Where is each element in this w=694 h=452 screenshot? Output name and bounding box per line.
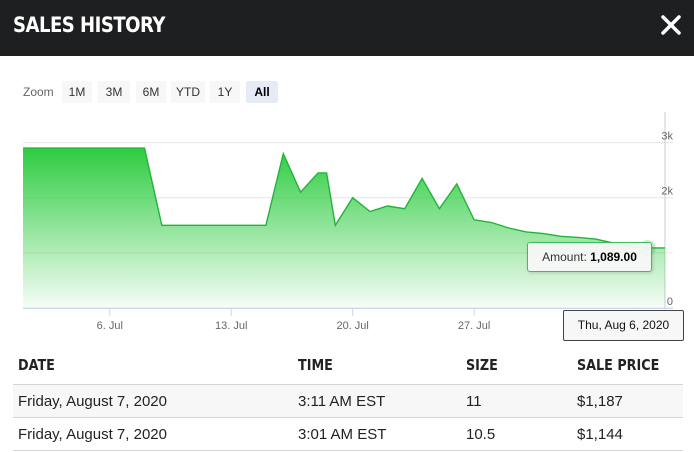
zoom-1m-button[interactable]: 1M	[62, 81, 92, 103]
column-header-size: SIZE	[466, 346, 577, 385]
table-row: Friday, August 7, 2020 3:11 AM EST 11 $1…	[13, 384, 683, 418]
zoom-6m-button[interactable]: 6M	[136, 81, 166, 103]
zoom-label: Zoom	[23, 85, 54, 99]
x-tick-label: 20. Jul	[336, 320, 368, 332]
cell-size: 10.5	[466, 417, 577, 451]
zoom-3m-button[interactable]: 3M	[98, 81, 130, 103]
cell-sale-price: $1,187	[577, 384, 683, 418]
amount-tooltip: Amount: 1,089.00	[527, 242, 652, 272]
cell-date: Friday, August 7, 2020	[13, 384, 298, 418]
page-title: SALES HISTORY	[13, 13, 165, 37]
column-header-sale-price: SALE PRICE	[577, 346, 683, 385]
chart-series-line	[23, 147, 665, 249]
date-tooltip: Thu, Aug 6, 2020	[563, 310, 684, 341]
column-header-time: TIME	[298, 346, 466, 385]
chart-area-fill	[23, 148, 665, 308]
x-tick-label: 27. Jul	[458, 320, 490, 332]
x-tick-label: 6. Jul	[97, 320, 123, 332]
y-tick-label: 3k	[661, 131, 673, 143]
amount-label: Amount:	[542, 250, 587, 264]
sales-history-chart[interactable]: 0 2k 3k 6. Jul 13. Jul 20. Jul 27. Jul	[0, 110, 694, 340]
close-icon[interactable]	[658, 12, 684, 38]
app-header: SALES HISTORY	[0, 0, 694, 56]
x-tick-label: 13. Jul	[215, 320, 247, 332]
zoom-all-button[interactable]: All	[246, 81, 278, 103]
cell-date: Friday, August 7, 2020	[13, 417, 298, 451]
cell-sale-price: $1,144	[577, 417, 683, 451]
amount-value: 1,089.00	[590, 250, 637, 264]
zoom-1y-button[interactable]: 1Y	[210, 81, 240, 103]
y-tick-label: 0	[667, 296, 673, 308]
zoom-ytd-button[interactable]: YTD	[171, 81, 205, 103]
table-row: Friday, August 7, 2020 3:01 AM EST 10.5 …	[13, 417, 683, 451]
cell-time: 3:01 AM EST	[298, 417, 466, 451]
y-tick-label: 2k	[661, 186, 673, 198]
cell-size: 11	[466, 384, 577, 418]
sales-table: DATE TIME SIZE SALE PRICE Friday, August…	[13, 346, 683, 451]
cell-time: 3:11 AM EST	[298, 384, 466, 418]
column-header-date: DATE	[13, 346, 298, 385]
